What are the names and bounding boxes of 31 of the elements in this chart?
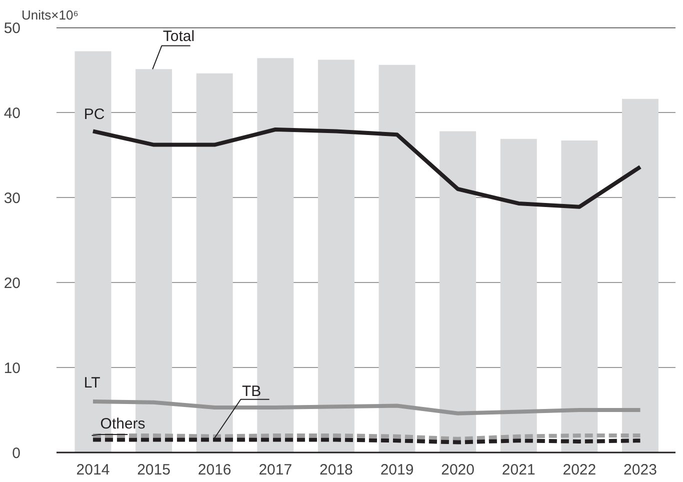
bar — [500, 138, 537, 452]
y-tick-label: 30 — [4, 190, 21, 207]
line-series — [90, 400, 642, 416]
series-label: Total — [162, 28, 195, 46]
x-tick-label: 2019 — [380, 462, 414, 478]
bar — [318, 60, 354, 452]
text: TB — [242, 382, 262, 400]
x-tick-label: 2022 — [562, 462, 596, 478]
series-label: PC — [84, 106, 105, 124]
bar — [561, 140, 598, 452]
y-tick-label: 20 — [4, 275, 21, 292]
line-series — [90, 128, 642, 209]
bar — [440, 131, 476, 452]
x-tick-label: 2016 — [198, 462, 232, 478]
bar — [196, 73, 233, 452]
bar — [622, 98, 658, 452]
series-label: Others — [100, 416, 146, 432]
x-tick-label: 2020 — [441, 462, 475, 478]
x-tick-label: 2015 — [137, 462, 170, 478]
x-tick-label: 2014 — [76, 462, 110, 478]
bar — [378, 64, 416, 452]
y-tick-label: 50 — [4, 20, 21, 37]
y-axis-title: Units×10⁶ — [22, 8, 79, 22]
y-tick-label: 0 — [12, 445, 20, 462]
x-tick-label: 2023 — [624, 462, 657, 478]
y-tick-label: 10 — [4, 360, 21, 377]
y-tick-label: 40 — [4, 105, 21, 122]
x-tick-label: 2017 — [258, 462, 292, 478]
x-tick-label: 2018 — [320, 462, 353, 478]
series-label: LT — [84, 374, 100, 392]
x-tick-label: 2021 — [502, 462, 536, 478]
